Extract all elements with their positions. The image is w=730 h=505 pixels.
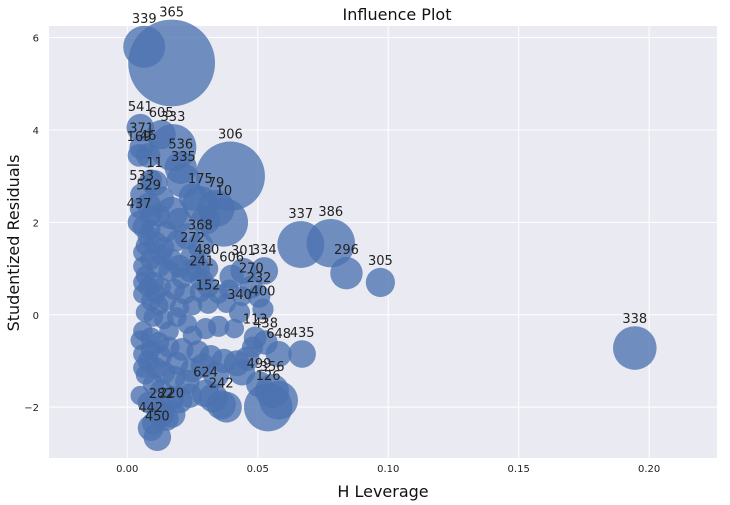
point-label-442: 442 <box>138 401 163 416</box>
point-label-301: 301 <box>231 244 256 259</box>
y-tick-label: 2 <box>33 218 39 229</box>
scatter-point-340 <box>228 301 251 324</box>
point-label-480: 480 <box>194 243 219 258</box>
point-label-10: 10 <box>216 184 233 199</box>
point-label-333: 333 <box>161 110 186 125</box>
scatter-point-450 <box>143 423 172 452</box>
point-label-241: 241 <box>189 255 214 270</box>
scatter-point <box>167 207 192 233</box>
point-label-450: 450 <box>145 409 170 424</box>
point-label-386: 386 <box>318 205 343 220</box>
scatter-point <box>133 358 153 378</box>
point-label-648: 648 <box>266 327 291 342</box>
point-label-533: 533 <box>129 169 154 184</box>
scatter-point-400 <box>252 298 274 320</box>
point-label-536: 536 <box>168 138 193 153</box>
point-label-499: 499 <box>247 357 272 372</box>
point-label-337: 337 <box>288 207 313 222</box>
point-label-175: 175 <box>188 172 213 187</box>
point-label-335: 335 <box>171 150 196 165</box>
scatter-point <box>161 248 183 270</box>
point-label-541: 541 <box>128 100 153 115</box>
scatter-point-152 <box>197 292 219 314</box>
scatter-point <box>135 235 156 256</box>
scatter-point-648 <box>265 341 292 368</box>
scatter-point-365 <box>128 19 216 107</box>
y-axis-label: Studentized Residuals <box>4 155 23 332</box>
scatter-point-10 <box>199 198 249 247</box>
x-tick-label: 0.20 <box>638 464 660 475</box>
scatter-point-529 <box>136 192 161 218</box>
point-label-435: 435 <box>290 326 315 341</box>
scatter-point <box>224 318 245 339</box>
scatter-point-386 <box>306 218 356 268</box>
point-label-46: 46 <box>140 129 157 144</box>
scatter-point-305 <box>365 267 395 298</box>
point-label-152: 152 <box>196 279 221 294</box>
scatter-point <box>130 385 151 406</box>
scatter-point <box>182 325 203 346</box>
point-label-270: 270 <box>239 262 264 277</box>
scatter-point-126 <box>243 382 293 432</box>
scatter-point-338 <box>613 326 657 370</box>
x-axis-label: H Leverage <box>337 482 428 501</box>
point-label-113: 113 <box>243 312 268 327</box>
y-tick-label: −2 <box>24 403 39 414</box>
scatter-point <box>180 358 205 383</box>
point-label-126: 126 <box>256 369 281 384</box>
scatter-point <box>208 315 230 337</box>
x-tick-label: 0.10 <box>377 464 399 475</box>
point-label-356: 356 <box>260 360 285 375</box>
point-label-400: 400 <box>251 285 276 300</box>
scatter-point-242 <box>206 390 236 420</box>
y-tick-label: 4 <box>33 126 39 137</box>
point-label-305: 305 <box>368 254 393 269</box>
scatter-point-437 <box>127 210 151 234</box>
scatter-point <box>133 272 153 293</box>
scatter-point-46 <box>135 143 161 168</box>
x-tick-label: 0.15 <box>508 464 530 475</box>
scatter-point-241 <box>190 268 214 292</box>
point-label-282: 282 <box>149 387 174 402</box>
y-tick-label: 0 <box>33 311 39 322</box>
point-label-365: 365 <box>159 6 184 21</box>
scatter-point <box>169 298 190 318</box>
point-label-371: 371 <box>129 121 154 136</box>
point-label-11: 11 <box>146 156 163 171</box>
scatter-point-435 <box>288 340 316 368</box>
point-label-242: 242 <box>209 376 234 391</box>
scatter-point <box>133 256 153 277</box>
point-label-232: 232 <box>247 271 272 286</box>
point-label-296: 296 <box>334 243 359 258</box>
point-label-306: 306 <box>218 128 243 143</box>
scatter-point-296 <box>330 256 363 290</box>
point-label-437: 437 <box>127 197 152 212</box>
point-label-368: 368 <box>188 218 213 233</box>
chart-title: Influence Plot <box>343 5 452 24</box>
point-label-605: 605 <box>149 106 174 121</box>
point-label-272: 272 <box>180 231 205 246</box>
point-label-624: 624 <box>193 366 218 381</box>
y-tick-label: 6 <box>33 34 39 45</box>
point-label-79: 79 <box>208 176 225 191</box>
point-label-438: 438 <box>253 316 278 331</box>
scatter-point <box>159 321 179 341</box>
point-label-606: 606 <box>219 251 244 266</box>
scatter-point-220 <box>157 400 186 428</box>
point-label-340: 340 <box>227 288 252 303</box>
x-tick-label: 0.05 <box>247 464 269 475</box>
scatter-point <box>130 330 151 350</box>
point-label-220: 220 <box>159 386 184 401</box>
scatter-points <box>123 19 657 452</box>
point-label-334: 334 <box>252 243 277 258</box>
point-label-529: 529 <box>136 179 161 194</box>
scatter-point-606 <box>219 264 244 290</box>
point-label-169: 169 <box>127 130 152 145</box>
point-label-339: 339 <box>132 12 157 27</box>
point-label-338: 338 <box>622 312 647 327</box>
x-tick-label: 0.00 <box>116 464 138 475</box>
